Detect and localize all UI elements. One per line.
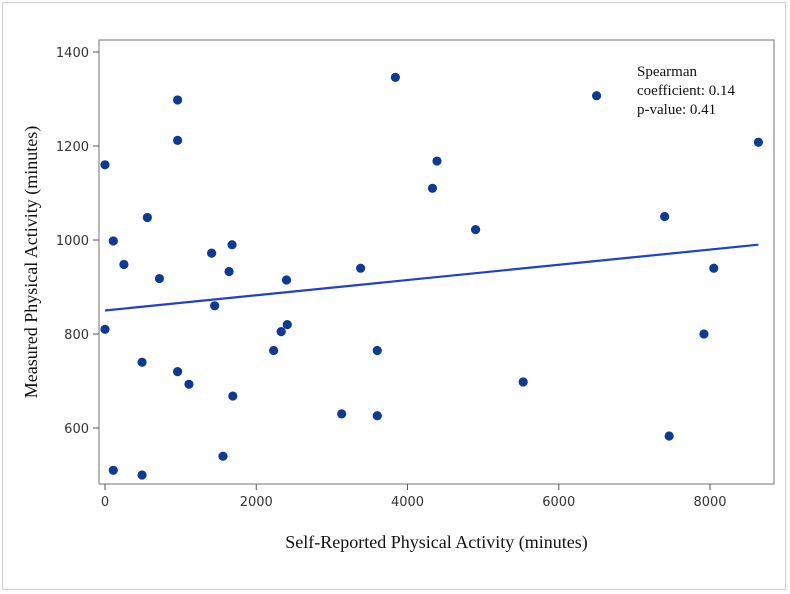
data-point (282, 320, 292, 330)
data-point (372, 345, 382, 356)
data-point (470, 225, 481, 235)
fit-line-group (104, 243, 759, 312)
data-point (281, 275, 292, 285)
x-tick-label: 0 (101, 495, 109, 510)
data-point (591, 91, 602, 101)
data-point (184, 379, 194, 389)
x-axis-title: Self-Reported Physical Activity (minutes… (285, 532, 587, 553)
annotation-line-1: Spearman (637, 64, 697, 80)
data-point (218, 451, 228, 461)
data-point (224, 266, 234, 277)
x-tick-label: 6000 (542, 495, 575, 510)
data-point (337, 409, 347, 419)
data-point (699, 329, 709, 339)
data-point (137, 470, 147, 480)
data-point (108, 236, 118, 246)
data-point (518, 377, 528, 387)
data-point (142, 212, 152, 223)
data-point (432, 156, 442, 166)
data-point (173, 367, 183, 377)
plot-area-border (98, 39, 775, 485)
data-point (753, 137, 764, 147)
data-point (100, 160, 110, 170)
data-point (119, 259, 129, 270)
annotation-line-2: coefficient: 0.14 (637, 83, 736, 99)
data-point (137, 357, 147, 367)
axes (98, 39, 775, 485)
x-tick-label: 2000 (240, 495, 273, 510)
data-point (664, 431, 674, 441)
ticks: 0 2000 4000 6000 8000 600 800 1000 1200 1400 (56, 46, 727, 510)
data-point (427, 183, 438, 193)
y-tick-label: 1000 (56, 234, 89, 249)
data-point (227, 240, 237, 250)
data-point (269, 345, 279, 356)
data-points (100, 72, 764, 480)
regression-line (104, 243, 759, 312)
data-point (100, 324, 110, 334)
x-tick-label: 4000 (391, 495, 424, 510)
data-point (173, 135, 183, 145)
data-point (356, 263, 366, 273)
x-tick-label: 8000 (693, 495, 726, 510)
data-point (709, 263, 719, 273)
data-point (228, 391, 238, 401)
data-point (173, 95, 183, 105)
y-tick-label: 1200 (56, 140, 89, 155)
y-axis-title: Measured Physical Activity (minutes) (21, 126, 42, 398)
y-tick-label: 600 (64, 422, 89, 437)
data-point (108, 465, 118, 475)
data-point (210, 301, 220, 311)
y-tick-label: 1400 (56, 46, 89, 61)
data-point (660, 211, 670, 222)
data-point (276, 327, 286, 337)
data-point (372, 411, 382, 421)
data-point (154, 273, 165, 284)
y-tick-label: 800 (64, 328, 89, 343)
data-point (390, 72, 400, 82)
data-point (207, 248, 217, 258)
annotation-line-3: p-value: 0.41 (637, 102, 716, 118)
